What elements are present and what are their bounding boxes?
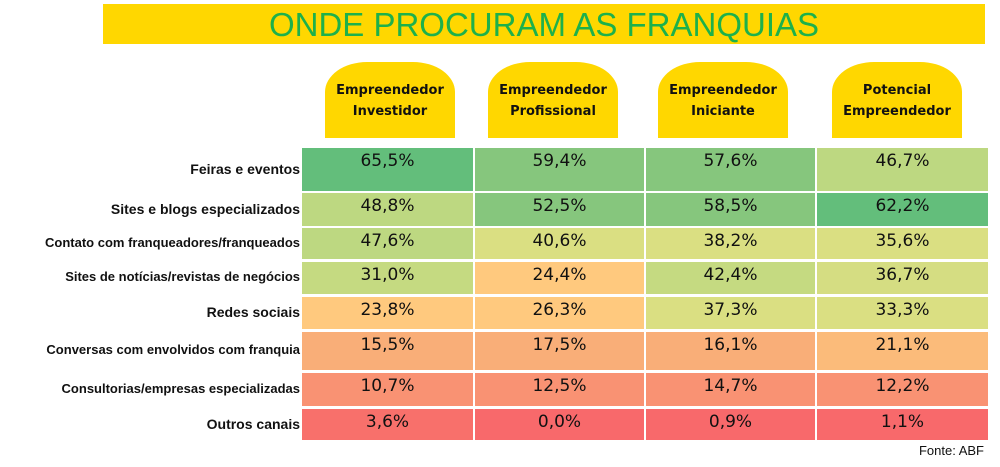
heatmap-cell: 37,3%	[646, 297, 815, 329]
heatmap-cell: 1,1%	[817, 409, 988, 440]
column-header-line: Empreendedor	[499, 83, 607, 98]
heatmap-cell: 12,5%	[475, 373, 644, 406]
heatmap-cell: 65,5%	[302, 148, 473, 191]
heatmap-cell: 33,3%	[817, 297, 988, 329]
column-header-line: Profissional	[510, 104, 596, 119]
row-label: Sites e blogs especializados	[110, 200, 300, 217]
heatmap-cell: 62,2%	[817, 193, 988, 226]
heatmap-cell: 21,1%	[817, 332, 988, 370]
chart-title: ONDE PROCURAM AS FRANQUIAS	[103, 4, 985, 44]
row-label: Redes sociais	[206, 304, 300, 320]
heatmap-cell: 48,8%	[302, 193, 473, 226]
heatmap-cell: 38,2%	[646, 228, 815, 259]
heatmap-cell: 26,3%	[475, 297, 644, 329]
row-label: Contato com franqueadores/franqueados	[45, 234, 300, 250]
column-header-line: Iniciante	[691, 104, 755, 119]
heatmap-cell: 52,5%	[475, 193, 644, 226]
column-header-line: Investidor	[352, 104, 428, 119]
heatmap-cell: 24,4%	[475, 262, 644, 294]
row-label: Feiras e eventos	[190, 160, 300, 177]
heatmap-cell: 14,7%	[646, 373, 815, 406]
heatmap-cell: 10,7%	[302, 373, 473, 406]
row-label: Consultorias/empresas especializadas	[61, 380, 300, 396]
heatmap-cell: 0,0%	[475, 409, 644, 440]
column-header-line: Potencial	[862, 83, 932, 98]
heatmap-cell: 36,7%	[817, 262, 988, 294]
heatmap-cell: 16,1%	[646, 332, 815, 370]
heatmap-cell: 59,4%	[475, 148, 644, 191]
row-label: Outros canais	[206, 415, 300, 432]
column-header: Empreendedor Profissional	[488, 62, 618, 138]
heatmap-cell: 31,0%	[302, 262, 473, 294]
heatmap-cell: 12,2%	[817, 373, 988, 406]
source-note: Fonte: ABF	[918, 443, 984, 458]
heatmap-cell: 58,5%	[646, 193, 815, 226]
heatmap-cell: 0,9%	[646, 409, 815, 440]
column-header-line: Empreendedor	[336, 83, 444, 98]
heatmap-cell: 35,6%	[817, 228, 988, 259]
heatmap-cell: 47,6%	[302, 228, 473, 259]
heatmap-cell: 40,6%	[475, 228, 644, 259]
column-header: Empreendedor Iniciante	[658, 62, 788, 138]
heatmap-cell: 46,7%	[817, 148, 988, 191]
heatmap-cell: 15,5%	[302, 332, 473, 370]
column-header-line: Empreendedor	[669, 83, 777, 98]
column-header: Potencial Empreendedor	[832, 62, 962, 138]
heatmap-cell: 17,5%	[475, 332, 644, 370]
row-label: Sites de notícias/revistas de negócios	[65, 269, 300, 284]
heatmap-cell: 57,6%	[646, 148, 815, 191]
row-label: Conversas com envolvidos com franquia	[46, 342, 300, 357]
heatmap-cell: 42,4%	[646, 262, 815, 294]
column-header-line: Empreendedor	[843, 104, 951, 119]
heatmap-cell: 3,6%	[302, 409, 473, 440]
heatmap-cell: 23,8%	[302, 297, 473, 329]
column-header: Empreendedor Investidor	[325, 62, 455, 138]
